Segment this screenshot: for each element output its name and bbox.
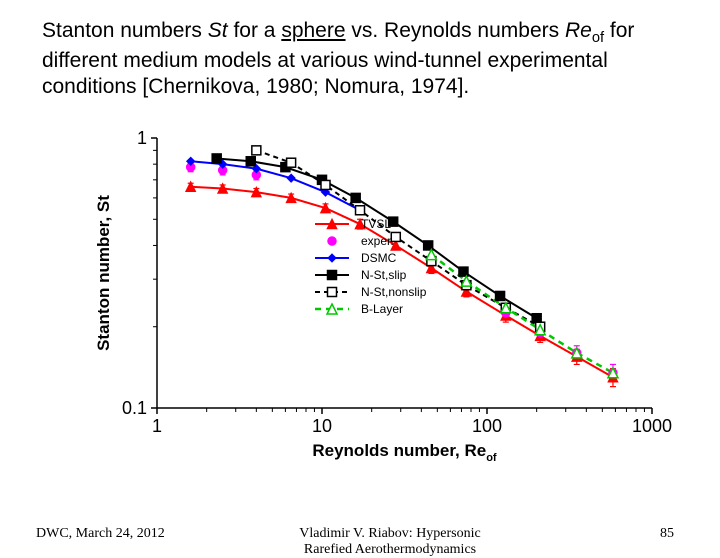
chart-svg: 11010010000.11Stanton number, StReynolds… — [85, 130, 680, 470]
svg-text:1000: 1000 — [632, 416, 672, 436]
svg-text:DSMC: DSMC — [361, 251, 397, 265]
chart-container: 11010010000.11Stanton number, StReynolds… — [85, 130, 680, 470]
svg-text:0.1: 0.1 — [122, 398, 147, 418]
svg-text:N-St,nonslip: N-St,nonslip — [361, 285, 427, 299]
footer-center-line1: Vladimir V. Riabov: Hypersonic — [299, 526, 480, 541]
page: Stanton numbers St for a sphere vs. Reyn… — [0, 0, 720, 540]
svg-text:B-Layer: B-Layer — [361, 302, 403, 316]
svg-text:Reynolds number, Reof: Reynolds number, Reof — [312, 441, 497, 464]
svg-text:N-St,slip: N-St,slip — [361, 268, 407, 282]
title-text: Stanton numbers St for a sphere vs. Reyn… — [42, 18, 682, 100]
svg-text:100: 100 — [472, 416, 502, 436]
svg-text:exper.: exper. — [361, 234, 394, 248]
svg-text:1: 1 — [152, 416, 162, 436]
svg-text:Stanton number, St: Stanton number, St — [94, 195, 113, 351]
svg-text:TVSL: TVSL — [361, 217, 391, 231]
svg-text:1: 1 — [137, 128, 147, 148]
footer-center-line2: Rarefied Aerothermodynamics — [304, 542, 476, 557]
footer-center: Vladimir V. Riabov: Hypersonic Rarefied … — [260, 526, 520, 558]
svg-text:10: 10 — [312, 416, 332, 436]
